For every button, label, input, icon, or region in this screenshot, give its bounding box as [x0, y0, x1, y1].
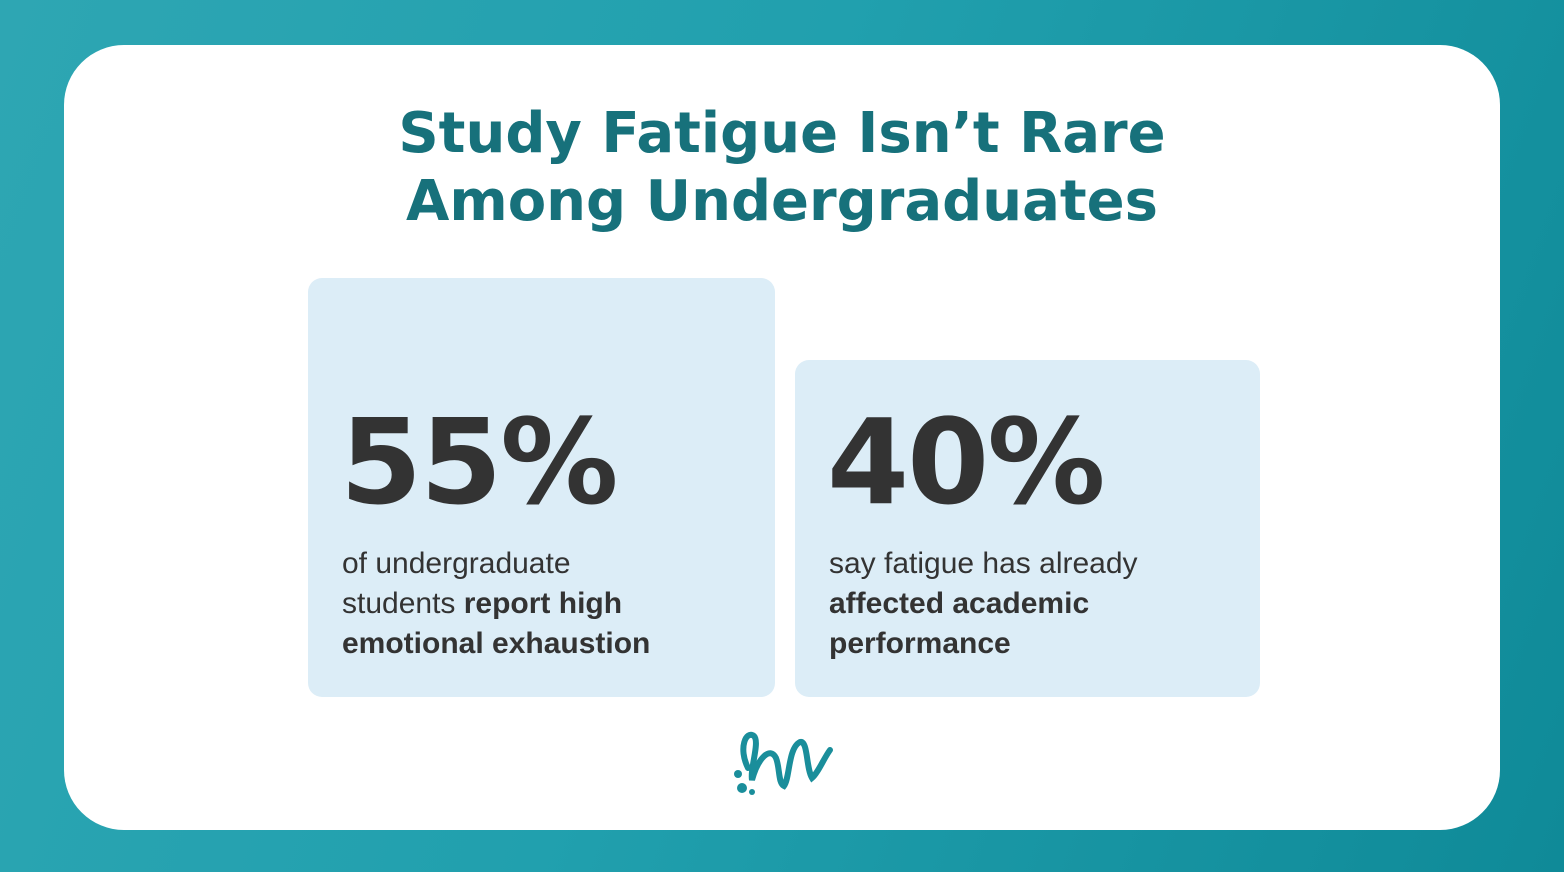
- stat-description: of undergraduate students report high em…: [342, 544, 687, 664]
- stat-card: 40% say fatigue has already affected aca…: [795, 360, 1260, 697]
- logo-dot: [737, 783, 747, 793]
- stat-value: 40%: [827, 393, 1105, 531]
- logo-dot: [734, 770, 742, 778]
- logo-squiggle: [740, 731, 833, 790]
- description-text: of undergraduate students: [342, 547, 571, 620]
- stat-description: say fatigue has already affected academi…: [829, 544, 1199, 664]
- logo: [734, 731, 833, 795]
- stat-card: 55% of undergraduate students report hig…: [308, 278, 775, 697]
- logo-dot: [749, 789, 755, 795]
- title-line: Among Undergraduates: [406, 169, 1158, 234]
- stat-value: 55%: [340, 393, 618, 531]
- title: Study Fatigue Isn’t Rare Among Undergrad…: [0, 100, 1564, 236]
- title-line: Study Fatigue Isn’t Rare: [398, 101, 1166, 166]
- description-text: affected academic performance: [829, 587, 1090, 660]
- description-text: report high emotional exhaustion: [342, 587, 651, 660]
- panel: [64, 45, 1500, 830]
- description-text: say fatigue has already: [829, 547, 1138, 580]
